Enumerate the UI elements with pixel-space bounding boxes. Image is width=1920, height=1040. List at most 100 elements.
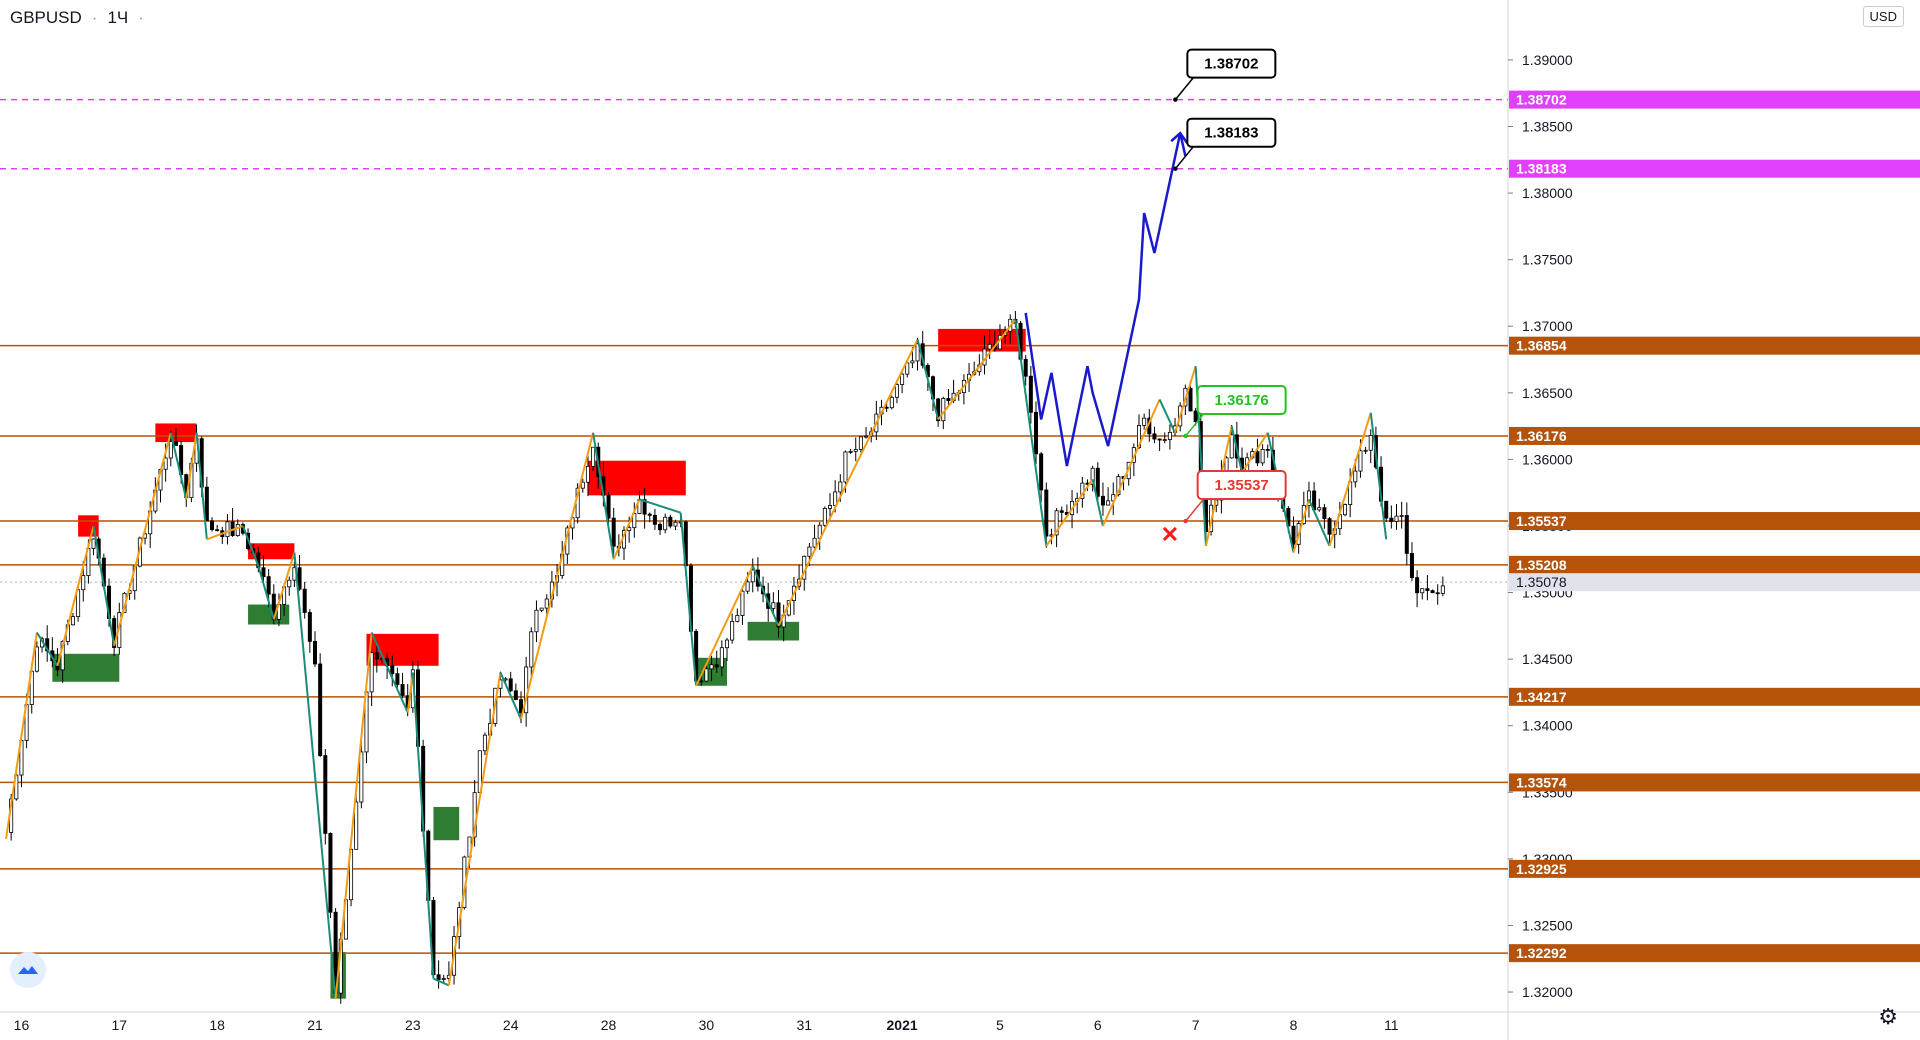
zigzag-up-segment bbox=[1102, 399, 1161, 527]
x-tick-label: 24 bbox=[503, 1017, 519, 1033]
candle-body bbox=[1327, 518, 1332, 535]
zigzag-up-segment bbox=[272, 552, 296, 620]
candle-body bbox=[858, 436, 863, 450]
candle-body bbox=[1034, 411, 1039, 455]
y-tick-label: 1.36500 bbox=[1522, 385, 1573, 401]
tradingview-logo-icon[interactable] bbox=[10, 952, 46, 988]
level-badge bbox=[1509, 944, 1920, 963]
candle-body bbox=[848, 450, 853, 453]
zigzag-down-segment bbox=[370, 632, 409, 713]
demand-zone bbox=[248, 604, 290, 625]
zigzag-down-segment bbox=[679, 512, 698, 686]
y-tick-label: 1.38000 bbox=[1522, 185, 1573, 201]
target-level-badge bbox=[1509, 90, 1920, 109]
candle-body bbox=[864, 435, 869, 438]
candle-body bbox=[1415, 577, 1420, 594]
level-badge-label: 1.35208 bbox=[1516, 557, 1567, 573]
demand-zone bbox=[747, 621, 800, 641]
gear-icon[interactable]: ⚙ bbox=[1878, 1004, 1898, 1029]
candle-body bbox=[822, 508, 827, 526]
candle-body bbox=[173, 441, 178, 446]
candle-body bbox=[168, 441, 173, 459]
candle-body bbox=[1435, 592, 1440, 595]
candle-body bbox=[204, 486, 209, 522]
level-badge bbox=[1509, 426, 1920, 445]
candle-body bbox=[374, 652, 379, 660]
candle-body bbox=[1152, 433, 1157, 440]
y-tick-label: 1.36000 bbox=[1522, 451, 1573, 467]
candle-body bbox=[1368, 435, 1373, 451]
header-separator: · bbox=[91, 8, 98, 27]
candle-body bbox=[1142, 417, 1147, 426]
zigzag-down-segment bbox=[411, 672, 435, 979]
candle-body bbox=[771, 602, 776, 609]
candle-body bbox=[1162, 439, 1167, 442]
candle-body bbox=[1343, 504, 1348, 516]
y-tick-label: 1.39000 bbox=[1522, 52, 1573, 68]
candle-body bbox=[302, 588, 307, 613]
level-badge-label: 1.36176 bbox=[1516, 428, 1567, 444]
candle-body bbox=[513, 690, 518, 701]
forecast-path bbox=[1024, 132, 1187, 467]
current-price-label: 1.35078 bbox=[1516, 574, 1567, 590]
candle-body bbox=[812, 537, 817, 548]
candle-body bbox=[1425, 588, 1430, 592]
candle-body bbox=[1363, 449, 1368, 452]
zigzag-up-segment bbox=[777, 485, 847, 627]
y-tick-label: 1.34000 bbox=[1522, 718, 1573, 734]
candle-body bbox=[1188, 387, 1193, 412]
candle-body bbox=[1260, 448, 1265, 464]
callout-leader bbox=[1185, 413, 1205, 437]
candle-body bbox=[81, 575, 86, 591]
zigzag-down-segment bbox=[1158, 399, 1176, 434]
candle-body bbox=[235, 524, 240, 537]
candle-body bbox=[1384, 500, 1389, 519]
candle-body bbox=[843, 451, 848, 483]
candle-body bbox=[225, 521, 230, 538]
candle-body bbox=[441, 978, 446, 980]
candle-body bbox=[1291, 525, 1296, 545]
candle-body bbox=[359, 751, 364, 803]
zigzag-down-segment bbox=[1091, 479, 1104, 527]
candle-body bbox=[1100, 495, 1105, 506]
candle-body bbox=[1157, 438, 1162, 441]
candle-body bbox=[395, 673, 400, 685]
candle-body bbox=[642, 499, 647, 515]
supply-zone bbox=[938, 328, 1026, 352]
candle-body bbox=[735, 615, 740, 622]
candle-body bbox=[647, 513, 652, 516]
candle-body bbox=[266, 576, 271, 595]
zigzag-up-segment bbox=[185, 432, 198, 500]
zigzag-down-segment bbox=[1230, 425, 1243, 473]
candle-body bbox=[215, 529, 220, 532]
level-badge-label: 1.34217 bbox=[1516, 689, 1567, 705]
candle-body bbox=[261, 567, 266, 578]
currency-button[interactable]: USD bbox=[1862, 6, 1904, 27]
y-tick-label: 1.34500 bbox=[1522, 651, 1573, 667]
candle-body bbox=[658, 523, 663, 531]
candle-body bbox=[1306, 490, 1311, 506]
level-badge-label: 1.36854 bbox=[1516, 338, 1567, 354]
symbol-header[interactable]: GBPUSD · 1Ч · bbox=[10, 8, 144, 28]
candle-body bbox=[1322, 507, 1327, 520]
candle-body bbox=[390, 665, 395, 675]
candle-body bbox=[704, 668, 709, 682]
zigzag-down-segment bbox=[751, 565, 780, 627]
x-tick-label: 21 bbox=[307, 1017, 323, 1033]
candle-body bbox=[750, 569, 755, 583]
logo-cloud-icon bbox=[18, 966, 38, 974]
zigzag-down-segment bbox=[241, 525, 260, 567]
x-tick-label: 11 bbox=[1384, 1017, 1399, 1033]
x-tick-label: 28 bbox=[601, 1017, 617, 1033]
y-tick-label: 1.37000 bbox=[1522, 318, 1573, 334]
candle-body bbox=[889, 396, 894, 409]
candle-body bbox=[287, 579, 292, 588]
candle-body bbox=[1399, 515, 1404, 517]
zigzag-up-segment bbox=[937, 318, 1017, 421]
interval-label[interactable]: 1Ч bbox=[107, 8, 129, 27]
supply-zone bbox=[366, 633, 439, 666]
candle-body bbox=[1028, 375, 1033, 413]
level-badge-label: 1.32292 bbox=[1516, 945, 1567, 961]
candle-body bbox=[1255, 451, 1260, 464]
